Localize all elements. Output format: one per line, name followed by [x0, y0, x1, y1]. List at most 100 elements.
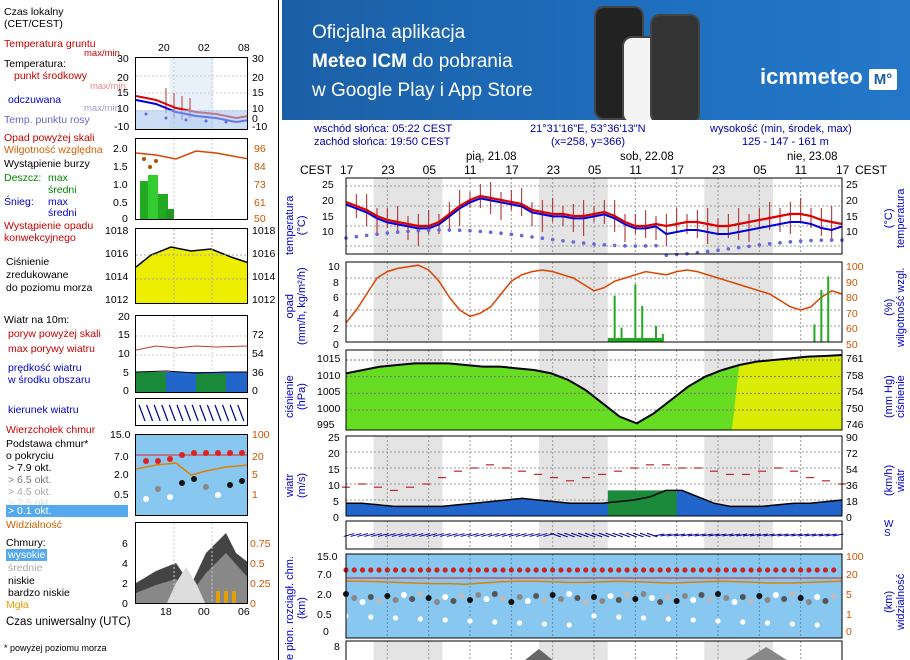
temp-mid-label: punkt środkowy — [14, 70, 87, 82]
cloud-top — [409, 567, 415, 573]
cloud-top — [508, 567, 514, 573]
night-band — [704, 436, 774, 516]
wind-arrow — [405, 533, 417, 537]
wind-arrow — [825, 533, 837, 537]
precip-tick-left: 2 — [333, 323, 339, 335]
cloud-base — [508, 599, 515, 605]
dew-point — [550, 237, 555, 242]
wind-arrow — [570, 532, 582, 538]
wind-arrow — [398, 533, 410, 537]
cloud-top — [401, 567, 407, 573]
dew-point — [643, 244, 648, 248]
legend-pressure-chart — [136, 229, 247, 303]
dew-point — [705, 249, 710, 254]
cloud-base — [392, 597, 399, 603]
cloud-top — [376, 567, 382, 573]
wind-arrow — [770, 533, 782, 537]
wind-arrow — [660, 533, 672, 537]
cloud-top — [616, 567, 622, 573]
wind-tick-right: 54 — [846, 464, 858, 476]
visibility-axis-title: (km) widzialność — [883, 573, 907, 630]
hour-label: 05 — [753, 163, 767, 177]
phone-image — [650, 14, 700, 120]
pressure-tick-right: 750 — [846, 402, 864, 415]
precip-bar — [620, 327, 623, 342]
hour-label: 23 — [712, 163, 726, 177]
fog-label: Mgła — [6, 599, 29, 611]
wind-arrow — [191, 404, 199, 422]
cloud-base — [500, 595, 507, 601]
wind-tick-left: 5 — [333, 496, 339, 508]
legend-precip-panel — [135, 138, 248, 220]
cloud-base-low — [492, 619, 498, 625]
wind-arrow — [811, 533, 823, 537]
cloud-base — [648, 595, 655, 601]
visibility-tick-right: 20 — [846, 569, 858, 581]
wind-arrow — [674, 533, 686, 537]
cloud-base-low — [467, 618, 473, 624]
cloud-base-low — [517, 620, 523, 626]
cloud-top — [517, 567, 523, 573]
visibility-line — [346, 580, 843, 585]
wind-arrow — [474, 533, 486, 537]
precip-bar — [820, 290, 823, 342]
cloud-base-low — [814, 622, 820, 628]
banner-text: Oficjalna aplikacja Meteo ICM do pobrani… — [312, 22, 533, 101]
pressure-fill — [346, 355, 842, 430]
soil-temp-sub: max/min — [84, 48, 120, 59]
dew-point — [561, 239, 565, 243]
cloud-base — [739, 594, 746, 600]
grid-coords: (x=258, y=366) — [551, 136, 625, 148]
altitude-values: 125 - 147 - 161 m — [742, 136, 829, 148]
panel-border — [345, 177, 843, 255]
cloud-base — [690, 597, 697, 603]
cloud-base — [384, 593, 391, 599]
wind-arrow — [426, 533, 438, 537]
humidity-line — [345, 264, 843, 324]
wind-arrow — [391, 533, 403, 537]
wind-arrow — [515, 533, 527, 537]
hour-label: 05 — [422, 163, 437, 177]
cloud-base-low — [715, 618, 721, 624]
cloud-top — [723, 567, 729, 573]
dew-point — [447, 228, 452, 232]
cloud-top — [351, 567, 357, 573]
precip-axis-title: opad (mm/h, kg/m²/h) — [284, 267, 308, 345]
dew-point — [633, 244, 638, 248]
okt-79: > 7.9 okt. — [8, 462, 52, 474]
wind-arrow — [522, 533, 534, 537]
wind-arrow — [199, 404, 207, 422]
cloud-top — [591, 567, 597, 573]
cloud-base — [483, 596, 490, 602]
divider — [278, 0, 279, 660]
hour-label: 11 — [794, 163, 808, 177]
wind-tick-right: 0 — [846, 512, 852, 524]
cloud-top — [541, 567, 548, 573]
dew-point — [809, 238, 813, 243]
okt-01: > 0.1 okt. — [6, 505, 128, 517]
cloud-low-label: niskie — [8, 575, 35, 587]
cloud-base — [425, 595, 432, 601]
wind-arrow — [729, 533, 741, 537]
app-promo-banner[interactable]: Oficjalna aplikacja Meteo ICM do pobrani… — [282, 0, 910, 120]
panel-border — [345, 640, 843, 660]
wind-title: Wiatr na 10m: — [4, 314, 70, 326]
cloud-top — [475, 567, 481, 573]
hour-label: 23 — [546, 163, 561, 177]
wind-arrow — [146, 404, 154, 422]
dew-point — [819, 238, 824, 242]
cloud-tick-left: 0.5 — [317, 609, 332, 621]
humidity-tick-right: 60 — [846, 323, 858, 335]
legend-cloud-chart — [136, 450, 247, 502]
dew-point — [788, 240, 793, 244]
legend-pressure-panel — [135, 228, 248, 304]
precip-tick-left: 4 — [333, 307, 339, 320]
cloud-top — [674, 567, 680, 573]
wind-arrow — [229, 404, 237, 422]
wind-arrow — [736, 533, 748, 537]
cloud-very-low-label: bardzo niskie — [8, 587, 70, 599]
pressure-label: Ciśnienie zredukowane do poziomu morza — [6, 256, 93, 294]
legend-hour: 08 — [238, 42, 250, 54]
legend-temp-chart — [136, 58, 247, 129]
